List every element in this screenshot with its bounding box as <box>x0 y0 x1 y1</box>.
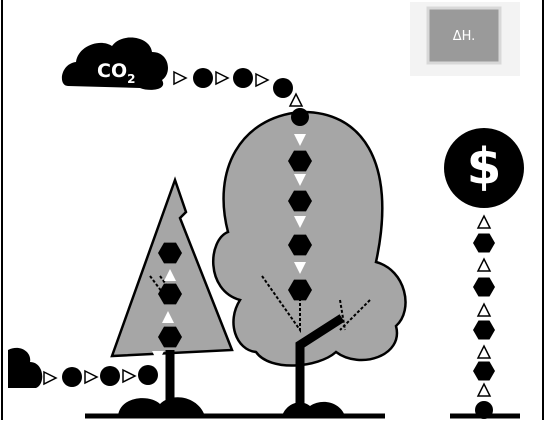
dot <box>193 68 213 88</box>
triangle <box>174 72 186 84</box>
dot <box>291 108 309 126</box>
triangle <box>216 72 228 84</box>
dot <box>62 367 82 387</box>
hexagon <box>473 278 495 297</box>
badge-label: ΔH. <box>453 29 476 44</box>
hexagon <box>473 234 495 253</box>
triangle <box>152 351 164 363</box>
currency-symbol: $ <box>467 138 502 196</box>
triangle <box>478 384 490 396</box>
hexagon <box>473 321 495 340</box>
cloud-label-subscript: 2 <box>127 72 135 86</box>
triangle <box>123 370 135 382</box>
triangle <box>44 372 56 384</box>
triangle <box>478 346 490 358</box>
hexagon <box>473 362 495 381</box>
dot <box>138 365 158 385</box>
illustration: ΔH. CO2 $ <box>0 0 550 428</box>
triangle <box>478 304 490 316</box>
cloud-label-text: CO <box>97 60 127 82</box>
ground-bushes <box>118 397 345 416</box>
triangle <box>256 74 268 86</box>
tree-crown <box>213 112 405 366</box>
dot <box>273 78 293 98</box>
triangle <box>290 94 302 106</box>
dot <box>475 401 493 419</box>
triangle <box>478 216 490 228</box>
dot <box>100 366 120 386</box>
ground-cloud <box>8 348 42 388</box>
triangle <box>85 371 97 383</box>
dot <box>233 68 253 88</box>
triangle <box>478 259 490 271</box>
